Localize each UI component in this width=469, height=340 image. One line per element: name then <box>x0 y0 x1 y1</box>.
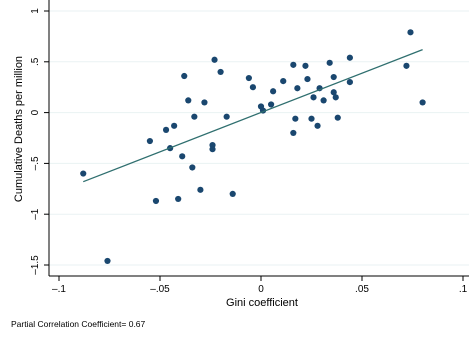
data-point <box>290 61 297 68</box>
data-point <box>294 85 301 92</box>
data-point <box>211 56 218 63</box>
y-tick-label: 0 <box>30 109 41 115</box>
data-point <box>217 68 224 76</box>
data-point <box>191 113 198 120</box>
data-point <box>290 129 297 137</box>
y-tick-label: 1 <box>30 8 41 14</box>
data-point <box>280 78 287 85</box>
x-tick-label: .1 <box>459 284 468 295</box>
x-axis-label: Gini coefficient <box>226 297 298 309</box>
data-point <box>346 79 353 86</box>
data-point <box>197 186 204 193</box>
data-point <box>270 88 277 95</box>
data-point <box>346 54 353 61</box>
x-tick-label: –.1 <box>52 284 66 295</box>
data-point <box>201 99 208 106</box>
data-point <box>330 73 337 81</box>
partial-correlation-note: Partial Correlation Coefficient= 0.67 <box>11 319 146 329</box>
data-points <box>80 29 426 265</box>
data-point <box>304 75 311 83</box>
data-point <box>302 62 309 69</box>
data-point <box>209 146 216 153</box>
data-point <box>146 137 153 145</box>
tick-marks: –1.5 –1 –.5 0 .5 1 –.1 –.05 0 .05 .1 <box>30 8 468 295</box>
data-point <box>181 72 188 80</box>
y-tick-label: .5 <box>30 57 41 66</box>
x-tick-label: –.05 <box>150 284 170 295</box>
data-point <box>229 190 236 197</box>
data-point <box>320 97 327 104</box>
data-point <box>162 126 170 133</box>
gridlines <box>49 10 469 266</box>
data-point <box>314 122 321 129</box>
data-point <box>80 170 87 177</box>
y-tick-label: –1 <box>30 208 41 220</box>
data-point <box>310 94 317 101</box>
data-point <box>334 114 341 121</box>
data-point <box>152 197 160 205</box>
data-point <box>403 62 410 69</box>
data-point <box>104 257 111 265</box>
y-tick-label: –1.5 <box>30 255 41 275</box>
data-point <box>223 113 230 120</box>
data-point <box>249 84 257 91</box>
y-tick-label: –.5 <box>30 156 41 170</box>
data-point <box>268 101 275 108</box>
fit-line <box>83 49 423 183</box>
data-point <box>292 115 299 122</box>
axes <box>48 0 469 277</box>
plot-area <box>44 0 469 274</box>
data-point <box>308 115 315 122</box>
data-point <box>330 89 337 96</box>
data-point <box>189 164 196 171</box>
data-point <box>326 59 333 66</box>
data-point <box>171 122 178 129</box>
data-point <box>407 29 414 36</box>
x-tick-label: .05 <box>355 284 369 295</box>
data-point <box>185 97 192 104</box>
data-point <box>332 94 339 101</box>
x-tick-label: 0 <box>258 284 264 295</box>
y-axis-label: Cumulative Deaths per million <box>13 56 25 202</box>
data-point <box>175 195 182 203</box>
data-point <box>245 74 252 82</box>
data-point <box>179 153 186 160</box>
data-point <box>419 99 426 106</box>
